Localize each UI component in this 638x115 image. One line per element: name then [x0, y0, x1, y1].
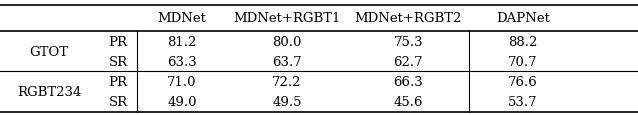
Text: DAPNet: DAPNet	[496, 12, 550, 25]
Text: PR: PR	[108, 35, 128, 48]
Text: 62.7: 62.7	[394, 55, 423, 68]
Text: 45.6: 45.6	[394, 95, 423, 108]
Text: MDNet+RGBT2: MDNet+RGBT2	[355, 12, 462, 25]
Text: 76.6: 76.6	[508, 75, 538, 88]
Text: 63.7: 63.7	[272, 55, 302, 68]
Text: 49.0: 49.0	[167, 95, 197, 108]
Text: 71.0: 71.0	[167, 75, 197, 88]
Text: MDNet+RGBT1: MDNet+RGBT1	[234, 12, 341, 25]
Text: 53.7: 53.7	[508, 95, 538, 108]
Text: PR: PR	[108, 75, 128, 88]
Text: GTOT: GTOT	[29, 45, 69, 58]
Text: RGBT234: RGBT234	[17, 85, 81, 98]
Text: 80.0: 80.0	[272, 35, 302, 48]
Text: 81.2: 81.2	[167, 35, 197, 48]
Text: MDNet: MDNet	[158, 12, 206, 25]
Text: 70.7: 70.7	[508, 55, 538, 68]
Text: 75.3: 75.3	[394, 35, 423, 48]
Text: 63.3: 63.3	[167, 55, 197, 68]
Text: 66.3: 66.3	[394, 75, 423, 88]
Text: SR: SR	[108, 55, 128, 68]
Text: 72.2: 72.2	[272, 75, 302, 88]
Text: SR: SR	[108, 95, 128, 108]
Text: 88.2: 88.2	[508, 35, 538, 48]
Text: 49.5: 49.5	[272, 95, 302, 108]
